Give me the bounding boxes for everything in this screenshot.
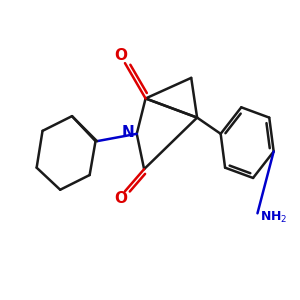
Text: NH$_2$: NH$_2$ [260,210,288,225]
Text: N: N [122,125,134,140]
Text: O: O [114,191,127,206]
Text: O: O [114,48,127,63]
